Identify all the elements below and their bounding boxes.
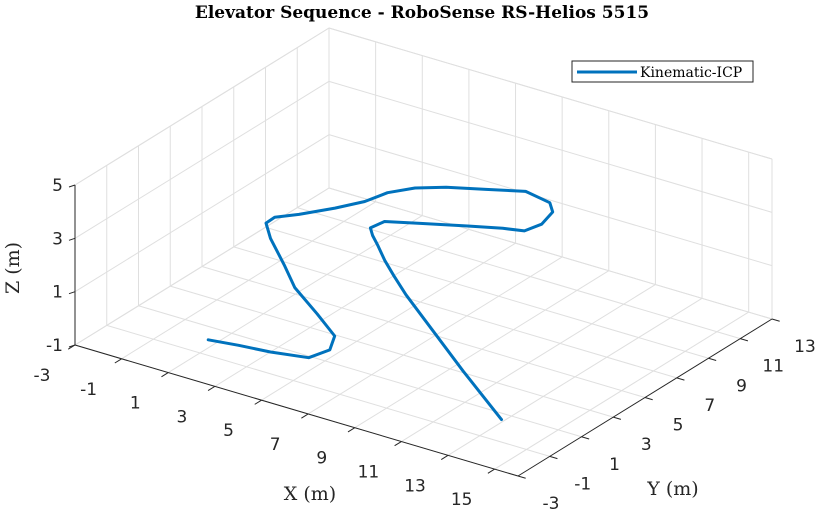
y-tick-label: 13 bbox=[794, 337, 816, 357]
x-tick-label: 3 bbox=[176, 407, 187, 427]
legend-entry: Kinematic-ICP bbox=[640, 65, 742, 81]
y-tick-label: -3 bbox=[543, 494, 560, 509]
axes bbox=[67, 184, 780, 479]
y-axis-label: Y (m) bbox=[646, 478, 698, 500]
x-tick-label: -1 bbox=[80, 380, 97, 400]
leftwall-gridline-z bbox=[74, 187, 330, 346]
x-tick-mark bbox=[394, 441, 402, 447]
y-tick-mark bbox=[676, 377, 685, 381]
x-tick-mark bbox=[114, 358, 122, 364]
y-tick-mark bbox=[771, 318, 780, 322]
chart-title: Elevator Sequence - RoboSense RS-Helios … bbox=[195, 3, 649, 23]
x-tick-mark bbox=[487, 468, 495, 474]
leftwall-gridline-z bbox=[74, 80, 330, 239]
legend: Kinematic-ICP bbox=[571, 60, 754, 83]
x-tick-mark bbox=[254, 399, 262, 405]
floor-gridline-y bbox=[170, 285, 614, 418]
grid bbox=[74, 27, 773, 477]
x-tick-label: 11 bbox=[358, 463, 380, 483]
z-tick-mark bbox=[68, 184, 76, 188]
y-tick-label: 11 bbox=[762, 357, 784, 377]
z-tick-mark bbox=[68, 344, 76, 348]
y-tick-label: 5 bbox=[673, 416, 684, 436]
floor-gridline-y bbox=[233, 246, 677, 379]
x-tick-label: 1 bbox=[130, 394, 141, 414]
x-tick-mark bbox=[347, 427, 356, 433]
series-lines bbox=[206, 185, 555, 422]
z-tick-label: -1 bbox=[46, 336, 63, 356]
y-tick-mark bbox=[581, 436, 590, 440]
y-tick-label: 1 bbox=[609, 455, 620, 475]
backwall-gridline-z bbox=[328, 80, 773, 213]
z-tick-label: 1 bbox=[52, 283, 63, 303]
x-tick-mark bbox=[207, 385, 216, 391]
x-axis-line bbox=[74, 344, 519, 477]
x-tick-mark bbox=[440, 454, 449, 460]
y-tick-mark bbox=[740, 338, 749, 342]
floor-gridline-y bbox=[201, 266, 646, 398]
y-tick-label: -1 bbox=[574, 474, 591, 494]
z-tick-mark bbox=[68, 237, 76, 241]
x-tick-label: 7 bbox=[270, 435, 281, 455]
x-tick-mark bbox=[161, 372, 169, 378]
z-axis-label: Z (m) bbox=[2, 242, 24, 294]
x-tick-label: 15 bbox=[451, 490, 473, 509]
x-tick-label: 9 bbox=[316, 449, 327, 469]
y-tick-mark bbox=[613, 416, 622, 420]
backwall-gridline-z bbox=[328, 187, 773, 320]
z-tick-label: 3 bbox=[52, 229, 63, 249]
x-tick-label: 5 bbox=[223, 421, 234, 441]
z-tick-mark bbox=[68, 291, 76, 295]
y-tick-label: 7 bbox=[704, 396, 715, 416]
y-tick-mark bbox=[549, 455, 558, 460]
floor-gridline-y bbox=[297, 207, 741, 340]
y-tick-label: 9 bbox=[736, 376, 747, 396]
x-tick-label: 13 bbox=[404, 476, 426, 496]
backwall-gridline-z bbox=[328, 134, 773, 267]
y-tick-label: 3 bbox=[641, 435, 652, 455]
x-axis-label: X (m) bbox=[284, 483, 336, 505]
series-line-kinematic-icp bbox=[206, 185, 555, 422]
y-tick-mark bbox=[644, 397, 653, 401]
z-tick-label: 5 bbox=[52, 176, 63, 196]
floor-gridline-y bbox=[265, 226, 709, 359]
box-edge bbox=[328, 27, 773, 160]
leftwall-gridline-z bbox=[74, 134, 330, 293]
y-tick-mark bbox=[708, 357, 717, 361]
x-tick-label: -3 bbox=[34, 366, 51, 386]
x-tick-mark bbox=[301, 413, 309, 419]
legend-box bbox=[571, 60, 754, 83]
floor-gridline-y bbox=[138, 305, 582, 438]
y-tick-mark bbox=[517, 475, 526, 479]
floor-gridline-y bbox=[106, 324, 550, 457]
box-edge bbox=[74, 27, 330, 186]
